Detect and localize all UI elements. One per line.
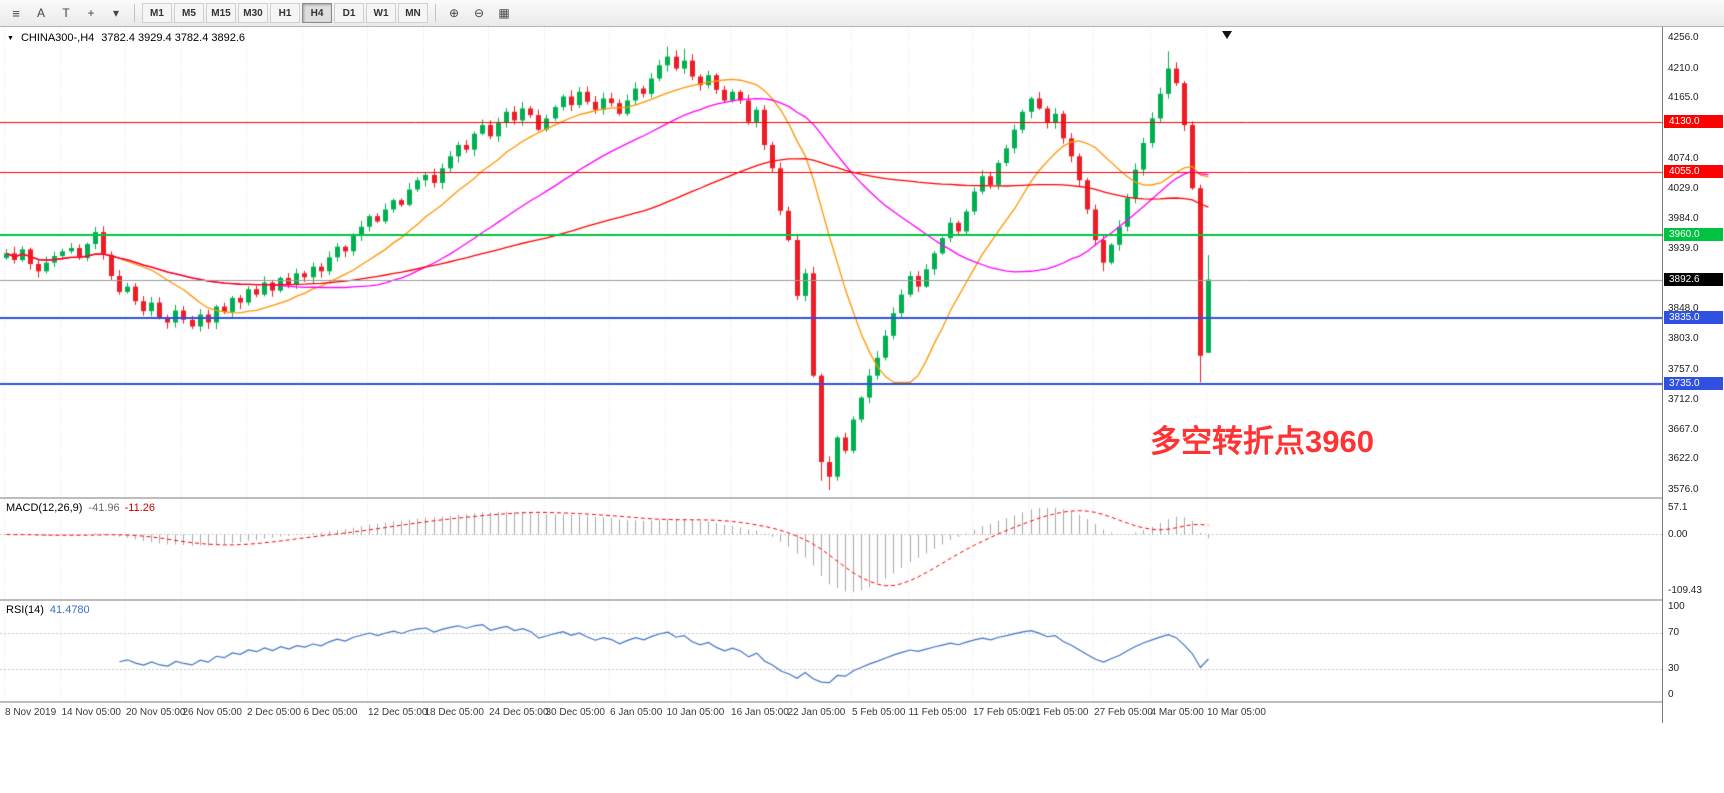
price-axis[interactable]: 4256.0 4210.0 4165.0 4074.0 4029.0 3984.0 3939…: [1662, 27, 1724, 723]
time-axis-label: 22 Jan 05:00: [787, 707, 846, 718]
chart-context-caret-icon[interactable]: ▼: [7, 34, 14, 42]
time-axis-label: 16 Jan 05:00: [731, 707, 789, 718]
zoom-out-icon[interactable]: ⊖: [473, 6, 485, 20]
macd-indicator-label: MACD(12,26,9) -41.96 -11.26: [6, 502, 155, 514]
toolbar-separator: [134, 4, 135, 22]
crosshair-button[interactable]: +: [87, 6, 95, 20]
price-axis-tick: 3757.0: [1668, 363, 1699, 375]
time-axis[interactable]: 8 Nov 2019 14 Nov 05:00 20 Nov 05:00 26 Nov…: [0, 703, 1662, 723]
time-axis-label: 6 Jan 05:00: [610, 707, 663, 718]
rsi-pane-canvas[interactable]: [0, 601, 1662, 701]
macd-name: MACD(12,26,9): [6, 502, 83, 514]
timeframe-m5-button[interactable]: M5: [174, 3, 204, 23]
timeframe-mn-button[interactable]: MN: [398, 3, 428, 23]
macd-main-value: -41.96: [88, 502, 120, 514]
macd-axis-tick: 57.1: [1668, 502, 1688, 513]
time-axis-label: 27 Feb 05:00: [1094, 707, 1153, 718]
macd-pane-canvas[interactable]: [0, 499, 1662, 599]
price-axis-tick: 4074.0: [1668, 152, 1699, 164]
time-axis-label: 10 Mar 05:00: [1206, 707, 1266, 718]
time-axis-label: 6 Dec 05:00: [303, 707, 358, 718]
time-axis-label: 11 Feb 05:00: [908, 707, 967, 718]
symbol-period-label: CHINA300-,H4: [20, 32, 95, 44]
price-axis-tick: 3667.0: [1668, 423, 1699, 435]
hline-price-badge: 4130.0: [1664, 114, 1723, 128]
macd-axis-tick: 0.00: [1668, 528, 1688, 540]
rsi-value: 41.4780: [49, 604, 90, 616]
timeframe-m15-button[interactable]: M15: [206, 3, 236, 23]
time-axis-label: 12 Dec 05:00: [368, 707, 428, 718]
price-axis-tick: 4210.0: [1668, 62, 1699, 74]
rsi-axis-tick: 70: [1668, 627, 1680, 639]
time-axis-label: 20 Nov 05:00: [126, 707, 186, 718]
hline-price-badge: 4055.0: [1664, 164, 1723, 178]
macd-axis-tick: -109.43: [1668, 585, 1702, 596]
time-axis-label: 24 Dec 05:00: [489, 707, 549, 718]
pane-separator-rsi[interactable]: [0, 599, 1724, 601]
rsi-name: RSI(14): [6, 604, 44, 616]
price-axis-tick: 4165.0: [1668, 92, 1699, 104]
bottom-blank-area: [0, 723, 1724, 793]
macd-signal-value: -11.26: [124, 502, 155, 514]
price-axis-tick: 4029.0: [1668, 182, 1699, 194]
ohlc-readout: 3782.4 3929.4 3782.4 3892.6: [101, 32, 246, 44]
time-axis-label: 14 Nov 05:00: [61, 707, 121, 718]
time-axis-label: 17 Feb 05:00: [973, 707, 1032, 718]
timeframe-m1-button[interactable]: M1: [142, 3, 172, 23]
price-axis-tick: 3622.0: [1668, 453, 1699, 465]
text-label-button[interactable]: T: [62, 6, 70, 20]
dropdown-caret-icon[interactable]: ▾: [112, 6, 120, 20]
market-watch-icon[interactable]: ≡: [12, 5, 20, 21]
rsi-axis-tick: 30: [1668, 662, 1680, 674]
timeframe-d1-button[interactable]: D1: [334, 3, 364, 23]
timeframe-m30-button[interactable]: M30: [238, 3, 268, 23]
time-axis-label: 2 Dec 05:00: [247, 707, 301, 718]
timeframe-group: M1 M5 M15 M30 H1 H4 D1 W1 MN: [141, 3, 429, 23]
chart-title: ▼ CHINA300-,H4 3782.4 3929.4 3782.4 3892…: [7, 32, 245, 44]
rsi-axis-tick: 0: [1668, 689, 1674, 700]
timeframe-h1-button[interactable]: H1: [270, 3, 300, 23]
main-chart-canvas[interactable]: [0, 27, 1662, 497]
rsi-indicator-label: RSI(14) 41.4780: [6, 604, 90, 616]
price-axis-tick: 3803.0: [1668, 333, 1699, 345]
time-axis-label: 26 Nov 05:00: [182, 707, 242, 718]
price-axis-tick: 3984.0: [1668, 212, 1699, 224]
price-axis-tick: 4256.0: [1668, 32, 1699, 43]
time-axis-label: 30 Dec 05:00: [545, 707, 605, 718]
time-axis-label: 8 Nov 2019: [5, 707, 57, 718]
pane-separator-macd[interactable]: [0, 497, 1724, 499]
time-axis-label: 4 Mar 05:00: [1150, 707, 1204, 718]
toolbar-separator: [435, 4, 436, 22]
zoom-in-icon[interactable]: ⊕: [448, 6, 460, 20]
pane-separator-timeaxis: [0, 701, 1724, 703]
current-price-badge: 3892.6: [1664, 272, 1723, 286]
time-axis-label: 5 Feb 05:00: [852, 707, 906, 718]
chart-shift-marker-icon[interactable]: [1221, 31, 1232, 39]
timeframe-w1-button[interactable]: W1: [366, 3, 396, 23]
hline-price-badge: 3835.0: [1664, 310, 1723, 324]
price-axis-tick: 3712.0: [1668, 393, 1699, 405]
time-axis-label: 21 Feb 05:00: [1029, 707, 1089, 718]
annotation-a-button[interactable]: A: [36, 6, 45, 20]
price-axis-tick: 3848.0: [1668, 303, 1699, 315]
hline-price-badge: 3960.0: [1664, 227, 1723, 241]
time-axis-label: 10 Jan 05:00: [666, 707, 725, 718]
timeframe-h4-button[interactable]: H4: [302, 3, 332, 23]
time-axis-label: 18 Dec 05:00: [424, 707, 484, 718]
toolbar: ≡ A T + ▾ M1 M5 M15 M30 H1 H4 D1 W1 MN ⊕ ⊖ ▦: [0, 0, 1724, 27]
rsi-axis-tick: 100: [1668, 601, 1685, 612]
price-axis-tick: 3939.0: [1668, 242, 1699, 254]
chart-text-annotation[interactable]: 多空转折点3960: [1150, 424, 1374, 460]
hline-price-badge: 3735.0: [1664, 377, 1723, 391]
chart-grid-icon[interactable]: ▦: [498, 6, 510, 20]
price-axis-tick: 3576.0: [1668, 484, 1699, 495]
